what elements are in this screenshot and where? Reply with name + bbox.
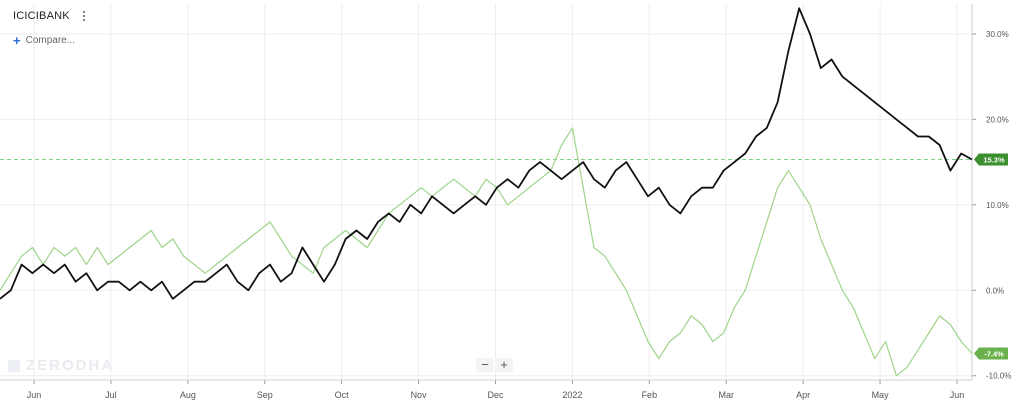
x-tick-label: Jun: [27, 390, 42, 400]
x-tick-label: Feb: [642, 390, 658, 400]
x-tick-label: Oct: [335, 390, 350, 400]
plus-icon: +: [13, 32, 21, 48]
x-tick-label: Aug: [180, 390, 196, 400]
badge-label: 15.3%: [983, 156, 1005, 165]
y-tick-label: 10.0%: [986, 201, 1009, 210]
primary-series-line: [0, 7, 973, 300]
compare-value-badge: -7.4%: [974, 347, 1008, 360]
y-tick-label: 30.0%: [986, 30, 1009, 39]
watermark: ZERODHA: [8, 357, 114, 374]
zoom-in-button[interactable]: +: [495, 358, 513, 372]
compare-series-line: [0, 127, 973, 377]
zerodha-logo-icon: [8, 359, 20, 372]
x-tick-label: Sep: [257, 390, 273, 400]
x-tick-label: Apr: [796, 390, 810, 400]
zoom-controls: − +: [476, 358, 513, 372]
x-tick-label: Nov: [411, 390, 428, 400]
compare-label: Compare...: [25, 35, 76, 46]
x-tick-label: 2022: [562, 390, 582, 400]
grid-lines: [0, 4, 972, 380]
watermark-text: ZERODHA: [26, 357, 115, 374]
badge-shape: [974, 153, 1008, 166]
y-tick-label: 20.0%: [986, 115, 1009, 124]
compare-button[interactable]: + Compare...: [13, 32, 88, 48]
x-tick-label: May: [872, 390, 890, 400]
axes: 30.0% 20.0% 10.0% 0.0% -10.0% Jun Jul Aug Sep Oct…: [0, 4, 1011, 400]
badge-shape: [974, 347, 1008, 360]
primary-value-badge: 15.3%: [974, 153, 1008, 166]
x-tick-label: Dec: [487, 390, 504, 400]
value-badges: 15.3% -7.4%: [974, 153, 1008, 360]
x-tick-label: Jun: [950, 390, 965, 400]
y-tick-label: -10.0%: [986, 372, 1011, 381]
zoom-out-button[interactable]: −: [476, 358, 494, 372]
symbol-label[interactable]: ICICIBANK: [13, 10, 70, 22]
series-layer: [0, 7, 973, 377]
y-tick-label: 0.0%: [986, 286, 1004, 295]
more-options-icon[interactable]: [80, 10, 88, 22]
badge-label: -7.4%: [984, 350, 1004, 359]
chart-header: ICICIBANK + Compare...: [13, 10, 88, 48]
x-tick-label: Jul: [105, 390, 117, 400]
x-tick-label: Mar: [719, 390, 735, 400]
symbol-row: ICICIBANK: [13, 10, 88, 22]
